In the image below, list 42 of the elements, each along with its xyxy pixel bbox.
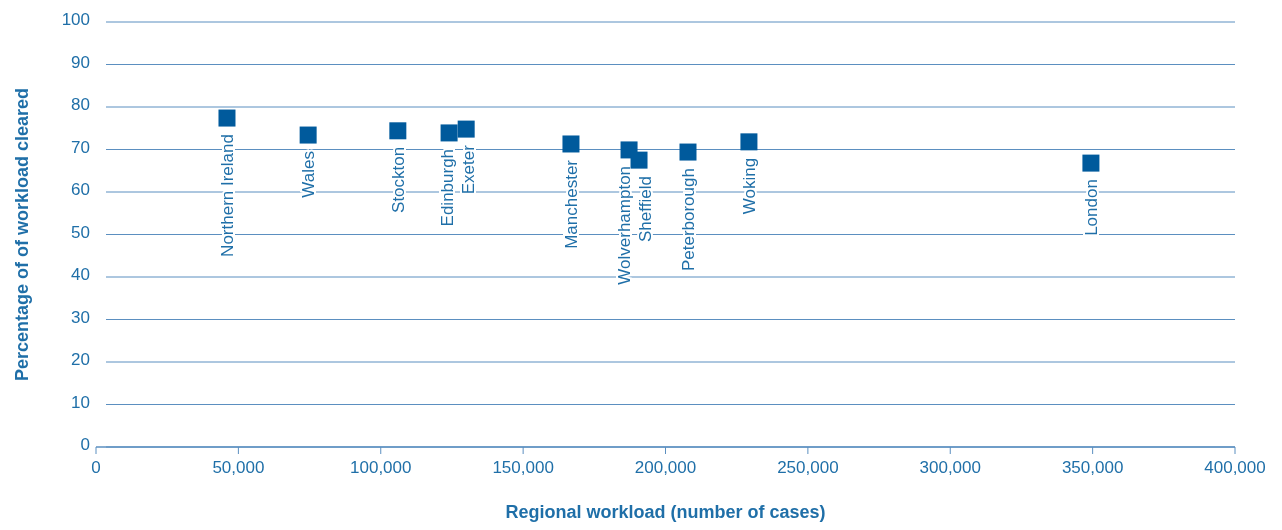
x-tick-label: 50,000 (212, 458, 265, 477)
annotation: Edinburgh (438, 148, 458, 227)
y-tick-label: 90 (71, 52, 90, 72)
y-tick-label: 10 (71, 392, 90, 412)
annotation: Wales (299, 151, 319, 198)
y-axis-title: Percentage of of workload cleared (12, 87, 32, 382)
point (1082, 154, 1100, 172)
annotation: Stockton (388, 146, 408, 213)
y-tick-label: 40 (71, 265, 90, 284)
y-tick-label: 80 (71, 95, 90, 114)
point (562, 135, 580, 153)
x-tick-label: 300,000 (919, 458, 981, 477)
annotation: Manchester (561, 159, 581, 249)
y-tick-label: 20 (71, 350, 90, 369)
x-tick-label: 350,000 (1061, 458, 1124, 477)
point (740, 133, 758, 151)
point (630, 151, 648, 169)
x-tick-label: 250,000 (777, 458, 839, 477)
point (679, 143, 697, 161)
x-tick-label: 400,000 (1204, 458, 1266, 477)
x-axis-title: Regional workload (number of cases) (505, 502, 826, 522)
x-tick-label: 100,000 (350, 458, 412, 477)
annotation: Wolverhampton (614, 165, 634, 285)
annotation: Sheffield (635, 176, 655, 242)
y-tick-label: 70 (71, 137, 90, 157)
annotation: London (1081, 179, 1101, 236)
annotation: Peterborough (679, 168, 698, 272)
point (299, 126, 317, 144)
y-tick-label: 100 (61, 10, 90, 29)
annotation: Exeter (459, 144, 479, 195)
point (389, 122, 407, 140)
y-tick-label: 50 (71, 222, 90, 242)
y-tick-label: 0 (80, 435, 90, 454)
x-tick-label: 150,000 (492, 458, 554, 477)
x-tick-label: 200,000 (634, 458, 697, 477)
annotation: Woking (739, 157, 759, 215)
point (218, 109, 236, 127)
point (440, 124, 458, 142)
y-tick-label: 30 (71, 307, 90, 327)
point (457, 120, 475, 138)
y-tick-label: 60 (71, 180, 90, 199)
annotation: Northern Ireland (217, 134, 237, 257)
